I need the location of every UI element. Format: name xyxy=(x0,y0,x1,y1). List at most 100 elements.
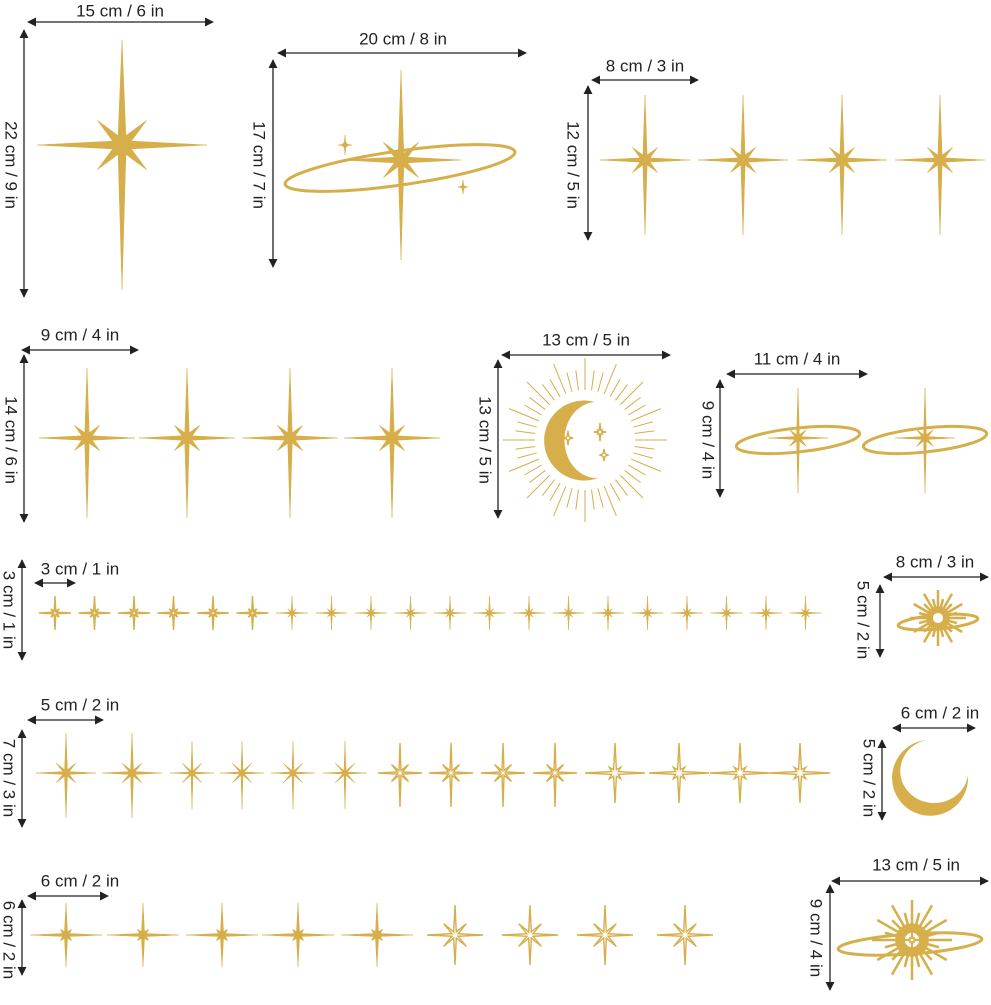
ray xyxy=(529,396,546,410)
ray xyxy=(615,384,629,401)
dimension-label: 6 cm / 2 in xyxy=(41,871,119,890)
star xyxy=(394,595,427,631)
star xyxy=(185,902,259,968)
star xyxy=(428,742,474,808)
star xyxy=(261,902,335,968)
star xyxy=(501,904,559,966)
ray xyxy=(624,396,641,410)
ray xyxy=(515,430,536,434)
star xyxy=(343,367,441,519)
star xyxy=(670,595,704,631)
ray xyxy=(553,364,567,394)
star xyxy=(457,179,469,195)
star xyxy=(426,904,484,966)
star xyxy=(340,902,414,968)
dimension-label: 13 cm / 5 in xyxy=(476,396,495,484)
dimension-label: 9 cm / 4 in xyxy=(41,325,119,344)
dimension-label: 11 cm / 4 in xyxy=(754,349,841,368)
star xyxy=(101,732,163,819)
ray xyxy=(517,452,537,459)
ray xyxy=(597,372,604,392)
star xyxy=(656,904,714,966)
ray xyxy=(524,464,542,476)
star xyxy=(38,595,72,631)
star xyxy=(315,595,348,631)
ray xyxy=(575,370,579,391)
ray xyxy=(633,421,653,428)
dimension-label: 5 cm / 2 in xyxy=(860,739,879,817)
dimension-label: 12 cm / 5 in xyxy=(564,121,583,209)
star xyxy=(512,595,546,631)
star xyxy=(29,902,103,968)
star xyxy=(769,742,831,804)
dimension-label: 6 cm / 2 in xyxy=(0,901,19,979)
star xyxy=(169,740,215,810)
star xyxy=(157,595,190,631)
ray xyxy=(603,364,617,394)
dimension-label: 5 cm / 2 in xyxy=(854,581,873,659)
ray xyxy=(591,370,595,391)
star xyxy=(354,595,388,631)
star xyxy=(38,367,136,519)
sun-center xyxy=(932,612,944,624)
star xyxy=(473,595,506,631)
star xyxy=(562,430,574,446)
star xyxy=(36,39,208,291)
star xyxy=(138,367,236,519)
ray xyxy=(541,384,555,401)
star xyxy=(117,595,151,631)
star xyxy=(599,94,691,236)
dimension-label: 9 cm / 4 in xyxy=(807,899,826,977)
star xyxy=(532,742,578,808)
star xyxy=(894,387,956,494)
dimension-label: 8 cm / 3 in xyxy=(606,56,684,75)
star xyxy=(749,595,783,631)
moon xyxy=(892,740,969,816)
ray xyxy=(609,379,621,397)
dimension-label: 22 cm / 9 in xyxy=(2,121,21,209)
ray xyxy=(529,470,546,484)
star xyxy=(597,448,611,462)
star xyxy=(377,742,423,808)
dimension-label: 13 cm / 5 in xyxy=(872,855,960,874)
ray xyxy=(609,483,621,501)
ray xyxy=(549,483,561,501)
star xyxy=(236,595,269,631)
star xyxy=(270,740,316,810)
star xyxy=(480,742,526,808)
ray xyxy=(526,475,550,499)
star xyxy=(789,595,822,631)
dimension-label: 5 cm / 2 in xyxy=(41,695,119,714)
ray xyxy=(628,404,646,416)
ray xyxy=(633,452,653,459)
star xyxy=(584,742,646,804)
moon xyxy=(544,400,598,481)
ray xyxy=(515,446,536,450)
dimension-label: 3 cm / 1 in xyxy=(41,559,119,578)
star xyxy=(275,595,309,631)
star xyxy=(631,595,664,631)
star xyxy=(241,367,339,519)
star xyxy=(78,595,111,631)
star xyxy=(337,134,353,156)
star xyxy=(196,595,230,631)
ray xyxy=(597,488,604,508)
star xyxy=(322,740,368,810)
ray xyxy=(620,381,644,405)
ray xyxy=(524,404,542,416)
ray xyxy=(631,458,661,472)
star xyxy=(552,595,585,631)
dimension-label: 17 cm / 7 in xyxy=(250,121,269,209)
ray xyxy=(591,489,595,510)
star xyxy=(710,595,743,631)
ray xyxy=(603,486,617,516)
ray xyxy=(624,470,641,484)
star xyxy=(106,902,180,968)
ray xyxy=(615,479,629,496)
dimension-label: 14 cm / 6 in xyxy=(2,396,21,484)
star xyxy=(35,732,97,819)
star xyxy=(709,742,771,804)
dimension-label: 7 cm / 3 in xyxy=(0,739,19,817)
star xyxy=(576,904,634,966)
star xyxy=(767,387,829,494)
